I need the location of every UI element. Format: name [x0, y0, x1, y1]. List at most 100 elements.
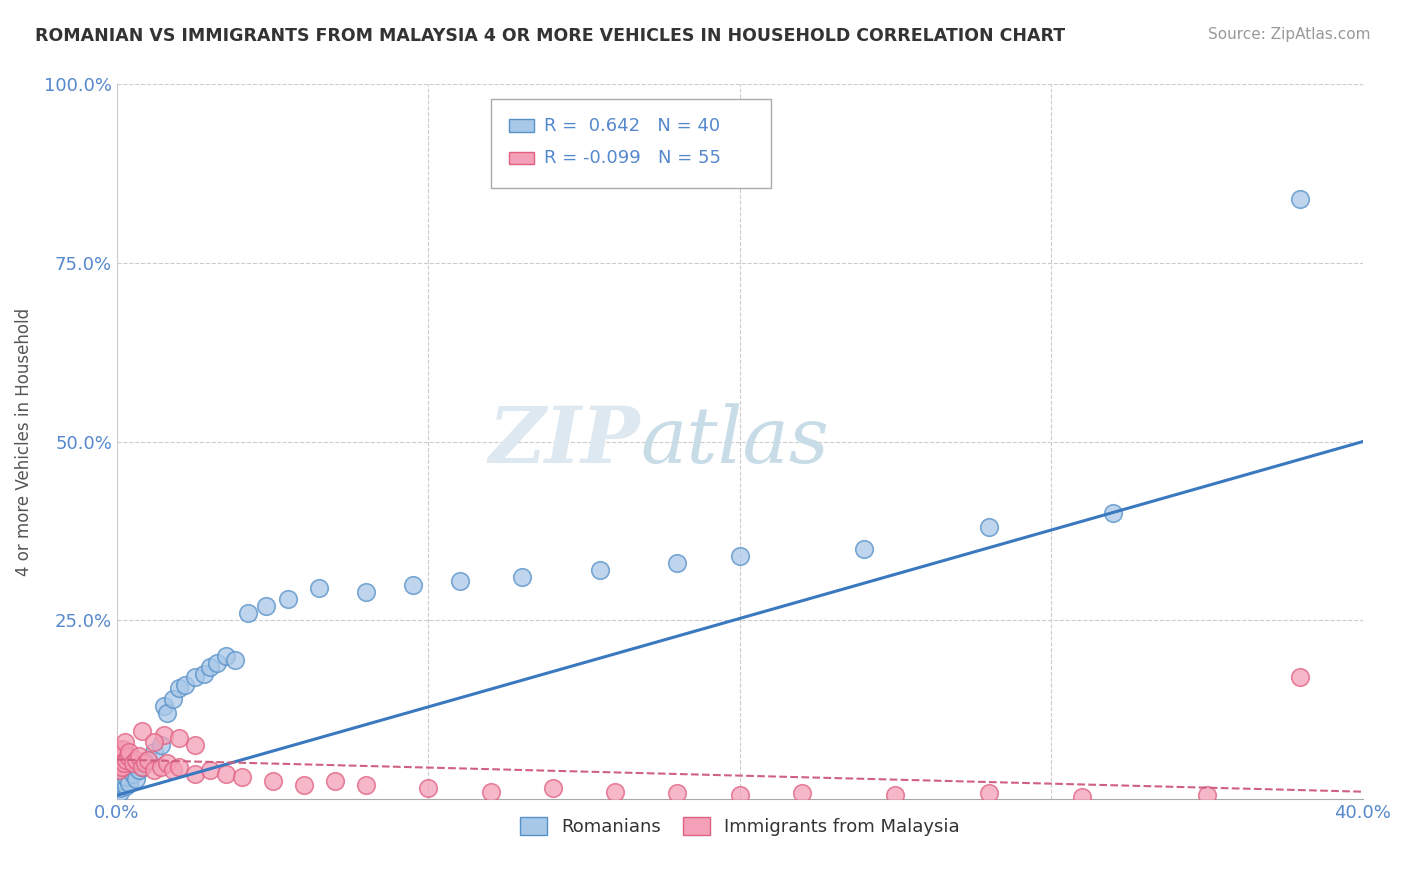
Point	[108, 781, 131, 796]
Point	[124, 772, 146, 786]
Point	[1195, 789, 1218, 803]
Point	[790, 786, 813, 800]
Point	[108, 764, 131, 778]
Point	[510, 570, 533, 584]
Point	[149, 738, 172, 752]
Text: R =  0.642   N = 40: R = 0.642 N = 40	[544, 117, 720, 135]
Point	[277, 591, 299, 606]
Point	[174, 677, 197, 691]
Point	[111, 749, 134, 764]
Point	[292, 778, 315, 792]
Point	[479, 785, 502, 799]
Point	[402, 577, 425, 591]
Point	[128, 749, 150, 764]
Point	[124, 753, 146, 767]
Point	[107, 756, 129, 771]
Point	[117, 749, 139, 764]
Point	[354, 778, 377, 792]
Point	[108, 741, 131, 756]
Point	[167, 760, 190, 774]
Point	[114, 734, 136, 748]
Point	[143, 734, 166, 748]
Point	[184, 670, 207, 684]
Point	[184, 767, 207, 781]
Point	[853, 541, 876, 556]
FancyBboxPatch shape	[491, 99, 770, 188]
Point	[134, 756, 156, 771]
Point	[167, 731, 190, 745]
Point	[588, 563, 610, 577]
Point	[131, 760, 153, 774]
Point	[111, 760, 134, 774]
Point	[200, 659, 222, 673]
Point	[162, 691, 184, 706]
Point	[128, 764, 150, 778]
Point	[136, 753, 159, 767]
Point	[156, 706, 179, 720]
Point	[108, 745, 131, 759]
Point	[977, 786, 1000, 800]
Y-axis label: 4 or more Vehicles in Household: 4 or more Vehicles in Household	[15, 308, 32, 575]
Point	[152, 727, 174, 741]
Point	[107, 760, 129, 774]
Point	[112, 741, 135, 756]
Point	[256, 599, 278, 613]
Point	[115, 753, 138, 767]
Point	[108, 785, 131, 799]
Point	[1102, 506, 1125, 520]
FancyBboxPatch shape	[509, 120, 534, 132]
Point	[108, 756, 131, 771]
Legend: Romanians, Immigrants from Malaysia: Romanians, Immigrants from Malaysia	[513, 810, 967, 844]
Point	[118, 745, 141, 759]
Point	[143, 745, 166, 759]
Point	[1071, 789, 1094, 804]
Text: atlas: atlas	[640, 403, 830, 480]
Point	[110, 753, 132, 767]
Point	[231, 771, 253, 785]
Point	[728, 789, 751, 803]
Text: Source: ZipAtlas.com: Source: ZipAtlas.com	[1208, 27, 1371, 42]
Point	[200, 764, 222, 778]
Point	[666, 556, 689, 570]
FancyBboxPatch shape	[509, 152, 534, 164]
Point	[112, 778, 135, 792]
Point	[131, 723, 153, 738]
Point	[136, 753, 159, 767]
Point	[112, 774, 135, 789]
Point	[884, 789, 907, 803]
Point	[107, 753, 129, 767]
Point	[115, 771, 138, 785]
Point	[121, 767, 143, 781]
Point	[666, 786, 689, 800]
Point	[1289, 192, 1312, 206]
Point	[236, 606, 259, 620]
Point	[131, 760, 153, 774]
Point	[977, 520, 1000, 534]
Point	[184, 738, 207, 752]
Point	[149, 760, 172, 774]
Point	[193, 666, 215, 681]
Text: ZIP: ZIP	[488, 403, 640, 480]
Point	[308, 581, 330, 595]
Point	[215, 767, 238, 781]
Point	[162, 764, 184, 778]
Text: ROMANIAN VS IMMIGRANTS FROM MALAYSIA 4 OR MORE VEHICLES IN HOUSEHOLD CORRELATION: ROMANIAN VS IMMIGRANTS FROM MALAYSIA 4 O…	[35, 27, 1066, 45]
Point	[110, 745, 132, 759]
Point	[605, 785, 627, 799]
Point	[152, 698, 174, 713]
Point	[449, 574, 471, 588]
Point	[112, 756, 135, 771]
Point	[728, 549, 751, 563]
Point	[118, 776, 141, 790]
Point	[541, 781, 564, 796]
Point	[262, 774, 284, 789]
Point	[205, 656, 228, 670]
Point	[121, 756, 143, 771]
Point	[224, 652, 246, 666]
Point	[115, 779, 138, 793]
Text: R = -0.099   N = 55: R = -0.099 N = 55	[544, 149, 721, 167]
Point	[323, 774, 346, 789]
Point	[167, 681, 190, 695]
Point	[418, 781, 440, 796]
Point	[215, 648, 238, 663]
